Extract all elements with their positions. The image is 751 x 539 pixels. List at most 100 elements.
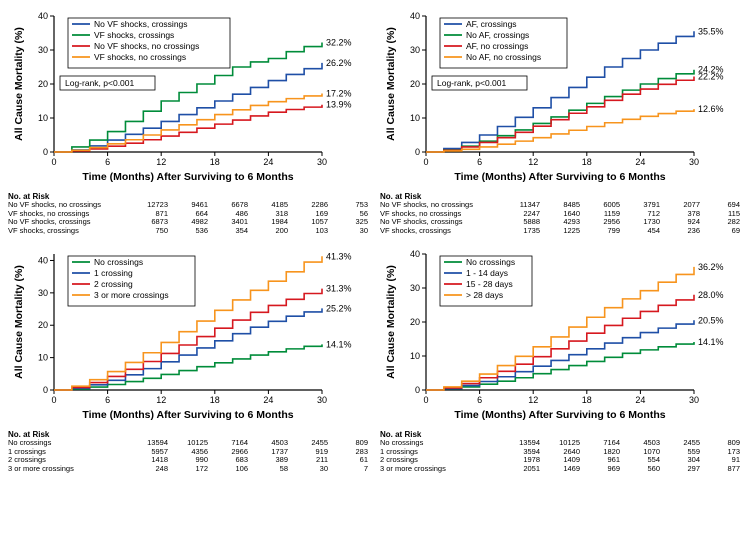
series-end-label: 22.2%: [698, 72, 724, 82]
svg-text:1 - 14 days: 1 - 14 days: [466, 268, 508, 278]
series-line: [426, 294, 694, 389]
y-axis-label: All Cause Mortality (%): [385, 265, 397, 379]
series-end-label: 25.2%: [326, 303, 352, 313]
svg-text:0: 0: [423, 395, 428, 405]
series-end-label: 14.1%: [698, 337, 724, 347]
chart-legend: No crossings1 - 14 days15 - 28 days> 28 …: [440, 256, 532, 306]
risk-panel: No. at RiskNo crossings13594101257164450…: [380, 428, 744, 480]
series-end-label: 20.5%: [698, 315, 724, 325]
svg-text:10: 10: [410, 113, 420, 123]
svg-text:40: 40: [410, 249, 420, 259]
svg-text:20: 20: [410, 317, 420, 327]
series-end-label: 26.2%: [326, 58, 352, 68]
x-axis-label: Time (Months) After Surviving to 6 Month…: [82, 409, 293, 421]
risk-row: VF shocks, crossings75053635420010330: [8, 227, 372, 236]
svg-text:24: 24: [263, 157, 273, 167]
svg-text:10: 10: [38, 352, 48, 362]
chart-panel: 0612182430010203040Time (Months) After S…: [8, 8, 372, 186]
svg-text:0: 0: [43, 385, 48, 395]
svg-text:6: 6: [477, 157, 482, 167]
x-axis-label: Time (Months) After Surviving to 6 Month…: [454, 171, 665, 183]
svg-text:30: 30: [410, 283, 420, 293]
svg-text:30: 30: [410, 45, 420, 55]
svg-text:10: 10: [410, 351, 420, 361]
svg-text:1 crossing: 1 crossing: [94, 268, 133, 278]
svg-text:20: 20: [38, 320, 48, 330]
svg-text:0: 0: [51, 395, 56, 405]
series-line: [426, 320, 694, 390]
svg-text:30: 30: [317, 395, 327, 405]
svg-text:24: 24: [635, 157, 645, 167]
series-end-label: 31.3%: [326, 283, 352, 293]
series-end-label: 36.2%: [698, 262, 724, 272]
svg-text:30: 30: [38, 288, 48, 298]
risk-row: 3 or more crossings24817210658307: [8, 465, 372, 474]
svg-text:18: 18: [210, 395, 220, 405]
logrank-label: Log-rank, p<0.001: [437, 78, 507, 88]
svg-text:30: 30: [38, 45, 48, 55]
svg-text:No AF, crossings: No AF, crossings: [466, 30, 529, 40]
chart-legend: No crossings1 crossing2 crossing3 or mor…: [68, 256, 195, 306]
svg-text:12: 12: [528, 157, 538, 167]
svg-text:30: 30: [317, 157, 327, 167]
series-end-label: 35.5%: [698, 26, 724, 36]
svg-text:0: 0: [415, 147, 420, 157]
svg-text:VF shocks, crossings: VF shocks, crossings: [94, 30, 174, 40]
svg-text:30: 30: [689, 157, 699, 167]
svg-text:20: 20: [410, 79, 420, 89]
series-end-label: 13.9%: [326, 100, 352, 110]
risk-table: No. at RiskNo VF shocks, no crossings127…: [8, 192, 372, 236]
series-end-label: 14.1%: [326, 339, 352, 349]
svg-text:40: 40: [38, 255, 48, 265]
svg-text:6: 6: [105, 395, 110, 405]
risk-table: No. at RiskNo crossings13594101257164450…: [8, 430, 372, 474]
svg-text:24: 24: [263, 395, 273, 405]
svg-text:6: 6: [477, 395, 482, 405]
svg-text:3 or more crossings: 3 or more crossings: [94, 290, 169, 300]
svg-text:VF shocks, no crossings: VF shocks, no crossings: [94, 52, 186, 62]
chart-panel: 0 6 12 18 24 30 0 10 20 30 40 Time (Months) After S…: [8, 246, 372, 424]
svg-text:2 crossing: 2 crossing: [94, 279, 133, 289]
svg-text:No VF shocks, no crossings: No VF shocks, no crossings: [94, 41, 199, 51]
series-end-label: 12.6%: [698, 104, 724, 114]
svg-text:No AF, no crossings: No AF, no crossings: [466, 52, 541, 62]
chart-panel: 0612182430010203040Time (Months) After S…: [380, 8, 744, 186]
risk-table: No. at RiskNo VF shocks, no crossings113…: [380, 192, 744, 236]
svg-text:0: 0: [415, 385, 420, 395]
svg-text:> 28 days: > 28 days: [466, 290, 503, 300]
series-end-label: 41.3%: [326, 251, 352, 261]
svg-text:18: 18: [582, 157, 592, 167]
survival-chart: 0612182430010203040Time (Months) After S…: [8, 8, 368, 186]
chart-panel: 0612182430010203040Time (Months) After S…: [380, 246, 744, 424]
svg-text:No crossings: No crossings: [94, 257, 143, 267]
svg-text:10: 10: [38, 113, 48, 123]
svg-text:40: 40: [38, 11, 48, 21]
x-axis-label: Time (Months) After Surviving to 6 Month…: [82, 171, 293, 183]
survival-chart: 0 6 12 18 24 30 0 10 20 30 40 Time (Months) After S…: [8, 246, 368, 424]
svg-text:24: 24: [635, 395, 645, 405]
risk-row: VF shocks, crossings1735122579945423669: [380, 227, 744, 236]
risk-table: No. at RiskNo crossings13594101257164450…: [380, 430, 744, 474]
risk-panel: No. at RiskNo VF shocks, no crossings113…: [380, 190, 744, 242]
survival-chart: 0612182430010203040Time (Months) After S…: [380, 246, 740, 424]
svg-text:12: 12: [156, 395, 166, 405]
chart-legend: AF, crossingsNo AF, crossingsAF, no cros…: [440, 18, 567, 68]
series-line: [54, 105, 322, 152]
series-end-label: 17.2%: [326, 89, 352, 99]
svg-text:12: 12: [156, 157, 166, 167]
svg-text:15 - 28 days: 15 - 28 days: [466, 279, 513, 289]
svg-text:0: 0: [43, 147, 48, 157]
series-line: [54, 308, 322, 390]
svg-text:AF, crossings: AF, crossings: [466, 19, 517, 29]
x-axis-label: Time (Months) After Surviving to 6 Month…: [454, 409, 665, 421]
svg-text:No VF shocks, crossings: No VF shocks, crossings: [94, 19, 188, 29]
svg-text:30: 30: [689, 395, 699, 405]
svg-text:18: 18: [582, 395, 592, 405]
y-axis-label: All Cause Mortality (%): [385, 27, 397, 141]
risk-row: 3 or more crossings20511469969560297877: [380, 465, 744, 474]
svg-text:AF, no crossings: AF, no crossings: [466, 41, 528, 51]
series-end-label: 32.2%: [326, 38, 352, 48]
survival-chart: 0612182430010203040Time (Months) After S…: [380, 8, 740, 186]
svg-text:18: 18: [210, 157, 220, 167]
svg-text:20: 20: [38, 79, 48, 89]
